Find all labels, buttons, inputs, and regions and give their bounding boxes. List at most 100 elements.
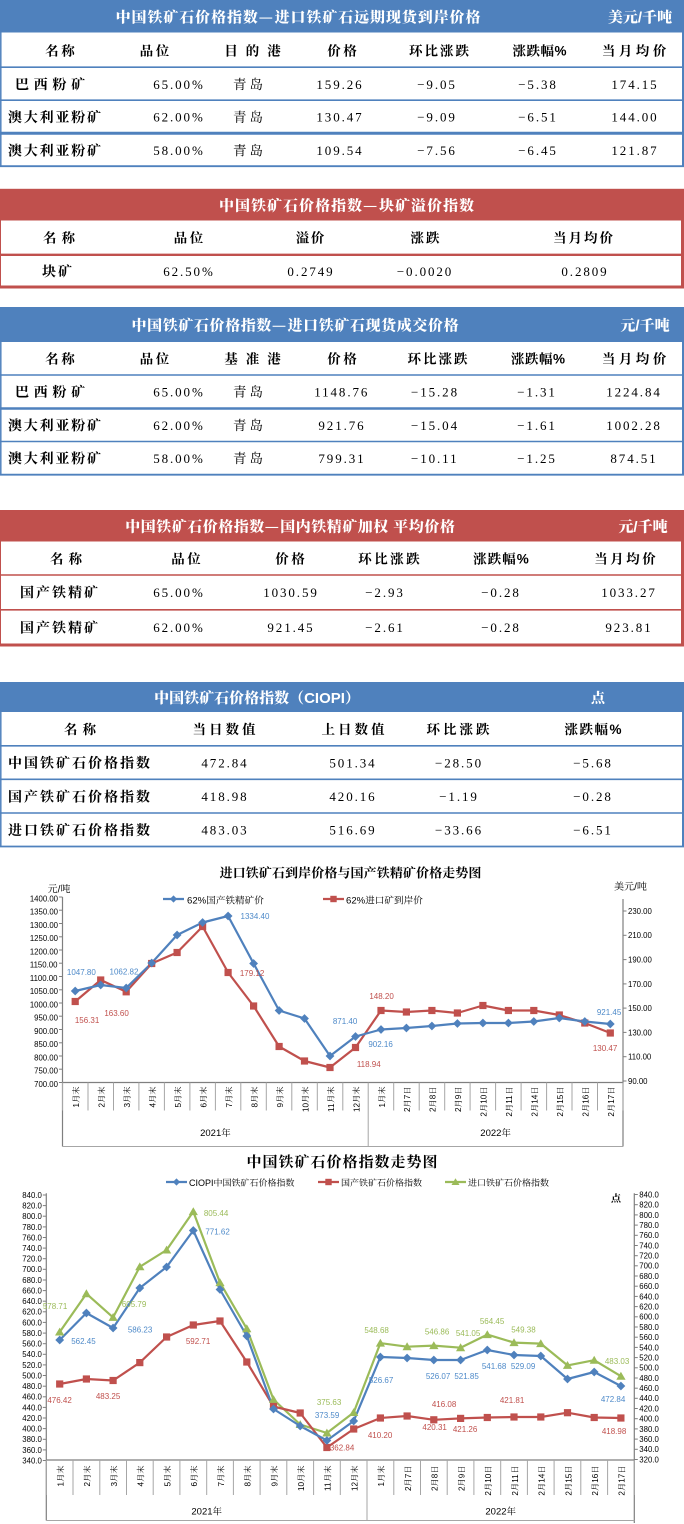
svg-text:148.20: 148.20 [369, 992, 394, 1001]
svg-text:640.0: 640.0 [639, 1292, 659, 1301]
svg-text:/: / [635, 318, 640, 335]
svg-text:−28.50: −28.50 [435, 755, 483, 770]
svg-text:501.34: 501.34 [329, 755, 376, 770]
svg-text:850.00: 850.00 [34, 1040, 59, 1049]
svg-text:14: 14 [538, 1473, 547, 1483]
svg-text:380.0: 380.0 [22, 1435, 42, 1444]
svg-text:7: 7 [403, 1094, 412, 1099]
svg-text:130.00: 130.00 [628, 1028, 653, 1037]
svg-text:483.25: 483.25 [96, 1392, 121, 1401]
svg-text:580.0: 580.0 [639, 1323, 659, 1332]
svg-text:1200.00: 1200.00 [30, 947, 59, 956]
svg-text:58.00%: 58.00% [153, 451, 204, 466]
svg-text:2: 2 [538, 1491, 547, 1496]
svg-text:65.00%: 65.00% [153, 585, 204, 600]
svg-text:62.00%: 62.00% [153, 110, 204, 125]
svg-text:780.0: 780.0 [639, 1221, 659, 1230]
svg-text:−0.28: −0.28 [481, 585, 521, 600]
svg-text:1400.00: 1400.00 [30, 894, 59, 903]
svg-text:2: 2 [429, 1107, 438, 1112]
svg-text:−15.04: −15.04 [411, 418, 459, 433]
svg-text:420.0: 420.0 [639, 1404, 659, 1413]
svg-text:420.16: 420.16 [329, 789, 376, 804]
svg-text:CIOPI: CIOPI [189, 1178, 214, 1188]
svg-text:1300.00: 1300.00 [30, 921, 59, 930]
svg-text:10: 10 [480, 1094, 489, 1104]
svg-text:−2.61: −2.61 [365, 620, 405, 635]
svg-text:0.2749: 0.2749 [287, 264, 334, 279]
svg-text:1224.84: 1224.84 [606, 384, 662, 399]
svg-text:950.00: 950.00 [34, 1014, 59, 1023]
svg-text:230.00: 230.00 [628, 907, 653, 916]
svg-text:12: 12 [352, 1102, 361, 1112]
svg-text:−10.11: −10.11 [411, 451, 459, 466]
svg-text:62%: 62% [346, 896, 366, 907]
svg-text:156.31: 156.31 [75, 1016, 100, 1025]
svg-text:580.0: 580.0 [22, 1329, 42, 1338]
svg-text:771.62: 771.62 [205, 1228, 230, 1237]
svg-text:2021: 2021 [191, 1507, 212, 1518]
svg-text:−9.09: −9.09 [417, 110, 457, 125]
svg-text:460.0: 460.0 [639, 1384, 659, 1393]
svg-text:62.00%: 62.00% [153, 620, 204, 635]
svg-text:2: 2 [591, 1491, 600, 1496]
svg-text:3: 3 [123, 1103, 132, 1108]
svg-text:529.09: 529.09 [511, 1362, 536, 1371]
svg-text:130.47: 130.47 [593, 1044, 618, 1053]
svg-text:2: 2 [618, 1491, 627, 1496]
svg-text:360.0: 360.0 [22, 1446, 42, 1455]
svg-text:3: 3 [110, 1482, 119, 1487]
svg-text:12: 12 [351, 1481, 360, 1491]
svg-text:−15.28: −15.28 [411, 384, 459, 399]
svg-text:−2.93: −2.93 [365, 585, 405, 600]
svg-text:−0.28: −0.28 [481, 620, 521, 635]
svg-text:472.84: 472.84 [201, 755, 248, 770]
svg-text:420.31: 420.31 [422, 1423, 447, 1432]
svg-text:640.0: 640.0 [22, 1297, 42, 1306]
svg-text:150.00: 150.00 [628, 1004, 653, 1013]
svg-text:373.59: 373.59 [315, 1411, 340, 1420]
svg-text:902.16: 902.16 [368, 1040, 393, 1049]
svg-text:−1.19: −1.19 [439, 789, 479, 804]
svg-text:483.03: 483.03 [605, 1357, 630, 1366]
svg-text:760.0: 760.0 [639, 1231, 659, 1240]
svg-text:480.0: 480.0 [639, 1374, 659, 1383]
svg-text:700.0: 700.0 [639, 1262, 659, 1271]
svg-text:740.0: 740.0 [22, 1244, 42, 1253]
svg-text:%: % [517, 552, 530, 567]
svg-text:562.45: 562.45 [71, 1337, 96, 1346]
svg-text:1033.27: 1033.27 [601, 585, 657, 600]
svg-text:362.84: 362.84 [330, 1444, 355, 1453]
svg-text:7: 7 [404, 1473, 413, 1478]
svg-text:2: 2 [403, 1107, 412, 1112]
svg-text:17: 17 [607, 1094, 616, 1104]
svg-text:2: 2 [480, 1112, 489, 1117]
svg-text:1: 1 [378, 1103, 387, 1108]
svg-text:476.42: 476.42 [47, 1396, 72, 1405]
svg-text:−9.05: −9.05 [417, 77, 457, 92]
svg-text:8: 8 [429, 1094, 438, 1099]
svg-text:780.0: 780.0 [22, 1223, 42, 1232]
svg-text:440.0: 440.0 [22, 1403, 42, 1412]
svg-text:420.0: 420.0 [22, 1414, 42, 1423]
svg-text:500.0: 500.0 [639, 1364, 659, 1373]
svg-text:620.0: 620.0 [22, 1308, 42, 1317]
svg-text:871.40: 871.40 [333, 1017, 358, 1026]
svg-text:2: 2 [431, 1486, 440, 1491]
svg-text:118.94: 118.94 [357, 1060, 381, 1069]
svg-text:586.23: 586.23 [128, 1326, 153, 1335]
svg-text:660.0: 660.0 [22, 1287, 42, 1296]
svg-text:874.51: 874.51 [610, 451, 657, 466]
svg-text:800.00: 800.00 [34, 1053, 59, 1062]
svg-text:6: 6 [199, 1103, 208, 1108]
svg-text:/: / [633, 519, 638, 536]
svg-text:605.79: 605.79 [122, 1300, 147, 1309]
svg-text:526.67: 526.67 [369, 1376, 394, 1385]
svg-text:62.50%: 62.50% [163, 264, 214, 279]
svg-text:564.45: 564.45 [480, 1317, 505, 1326]
svg-text:1062.82: 1062.82 [110, 967, 139, 976]
svg-text:8: 8 [250, 1103, 259, 1108]
svg-text:500.0: 500.0 [22, 1371, 42, 1380]
svg-text:5: 5 [163, 1482, 172, 1487]
svg-text:−0.28: −0.28 [573, 789, 613, 804]
